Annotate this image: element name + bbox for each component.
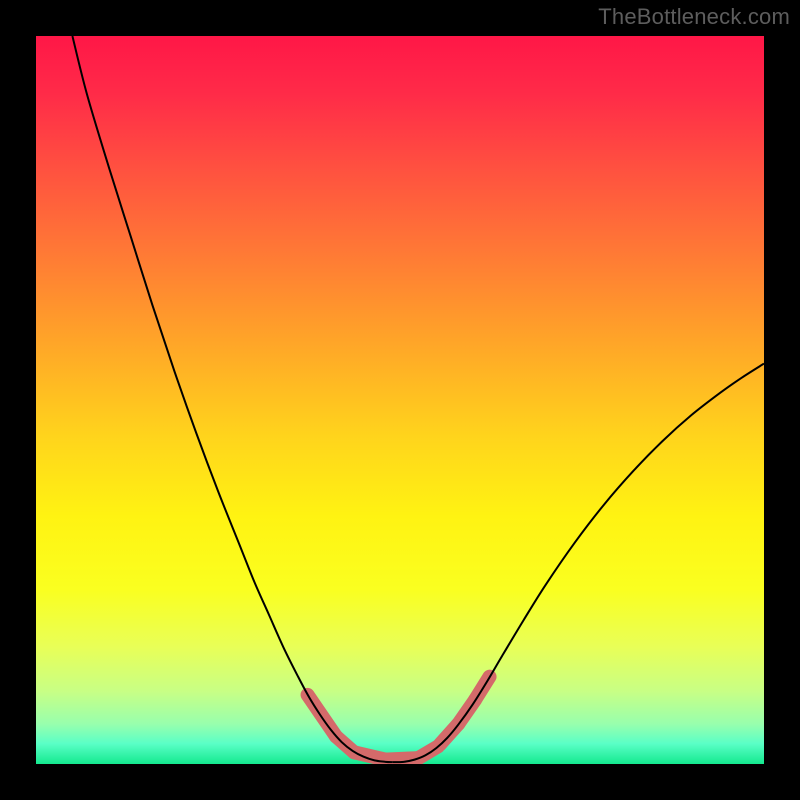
gradient-background <box>36 36 764 764</box>
watermark-text: TheBottleneck.com <box>598 4 790 30</box>
bottleneck-chart <box>0 0 800 800</box>
chart-container: TheBottleneck.com <box>0 0 800 800</box>
